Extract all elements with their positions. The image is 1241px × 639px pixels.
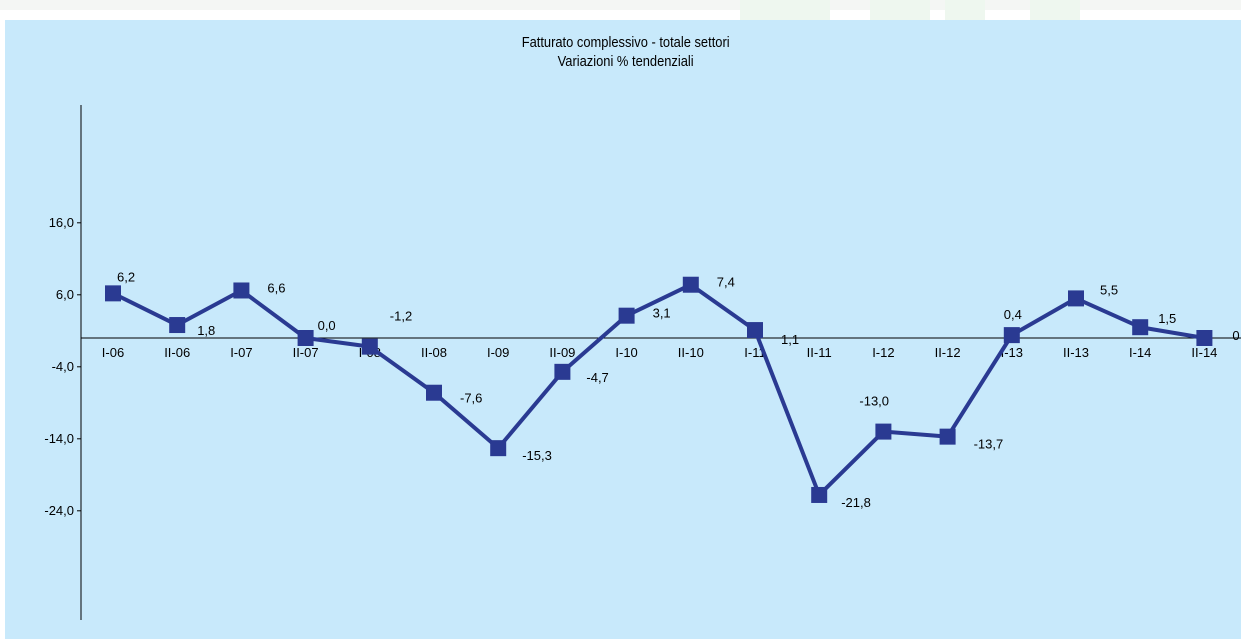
x-tick-label: II-12 (935, 345, 961, 360)
data-point (811, 486, 828, 503)
x-tick-label: I-09 (487, 345, 509, 360)
data-label: 6,2 (117, 269, 135, 284)
data-point (554, 363, 571, 380)
x-tick-label: II-09 (549, 345, 575, 360)
x-tick-label: I-13 (1001, 345, 1023, 360)
x-tick-label: II-14 (1191, 345, 1217, 360)
data-label: -1,2 (390, 309, 412, 324)
header-decoration (740, 0, 830, 20)
data-point (426, 384, 442, 401)
data-label: 5,5 (1100, 282, 1118, 297)
chart-panel: Fatturato complessivo - totale settori V… (5, 20, 1241, 639)
y-tick-label: -14,0 (44, 431, 74, 446)
data-label: 3,1 (653, 306, 671, 321)
x-tick-label: II-08 (421, 345, 447, 360)
y-tick-label: 16,0 (49, 215, 74, 230)
y-tick-label: -4,0 (52, 359, 74, 374)
data-label: 1,1 (781, 332, 799, 347)
header-decoration (1030, 0, 1080, 20)
data-label: -21,8 (841, 495, 871, 510)
x-tick-label: II-07 (293, 345, 319, 360)
header-decoration (945, 0, 985, 20)
data-label: -13,7 (974, 437, 1004, 452)
data-label: -13,0 (859, 394, 889, 409)
y-tick-label: 6,0 (56, 287, 74, 302)
data-label: -15,3 (522, 448, 552, 463)
data-point (169, 317, 186, 334)
data-point (618, 307, 635, 324)
data-label: 7,4 (717, 275, 735, 290)
data-label: 1,5 (1158, 311, 1176, 326)
data-point (747, 322, 763, 339)
data-point (1068, 290, 1084, 307)
data-label: 1,8 (197, 323, 215, 338)
x-tick-label: I-14 (1129, 345, 1151, 360)
x-tick-label: I-12 (872, 345, 894, 360)
top-strip (0, 0, 1241, 10)
x-tick-label: I-10 (615, 345, 637, 360)
x-tick-label: II-11 (807, 345, 832, 360)
x-tick-label: II-13 (1063, 345, 1089, 360)
data-point (1196, 330, 1213, 346)
data-label: 0 (1232, 328, 1239, 343)
data-label: -7,6 (460, 391, 482, 406)
data-point (939, 428, 956, 445)
data-point (490, 440, 507, 457)
line-chart: 16,0 6,0 -4,0 -14,0 -24,0 I-06 II-06 I-07 II-07 I… (44, 105, 1241, 620)
series-line (112, 282, 1205, 497)
data-point (361, 338, 378, 355)
x-tick-label: II-10 (678, 345, 704, 360)
data-point (875, 423, 892, 440)
header-decoration (870, 0, 930, 20)
data-point (682, 276, 699, 293)
data-label: 0,0 (318, 318, 336, 333)
chart-subtitle: Variazioni % tendenziali (557, 53, 694, 70)
x-tick-label: I-06 (102, 345, 124, 360)
data-point (1003, 327, 1020, 344)
chart-title: Fatturato complessivo - totale settori (521, 34, 730, 51)
x-tick-label: II-06 (164, 345, 190, 360)
data-label: 0,4 (1004, 307, 1022, 322)
data-point (233, 282, 250, 299)
data-label: -4,7 (586, 370, 608, 385)
y-tick-label: -24,0 (44, 503, 74, 518)
data-point (105, 285, 121, 302)
x-tick-label: I-07 (230, 345, 252, 360)
data-point (1132, 319, 1149, 336)
data-label: 6,6 (267, 280, 285, 295)
data-point (297, 330, 314, 346)
